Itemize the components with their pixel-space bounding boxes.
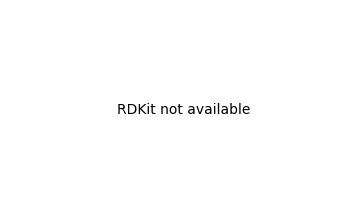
Text: RDKit not available: RDKit not available <box>117 103 250 117</box>
